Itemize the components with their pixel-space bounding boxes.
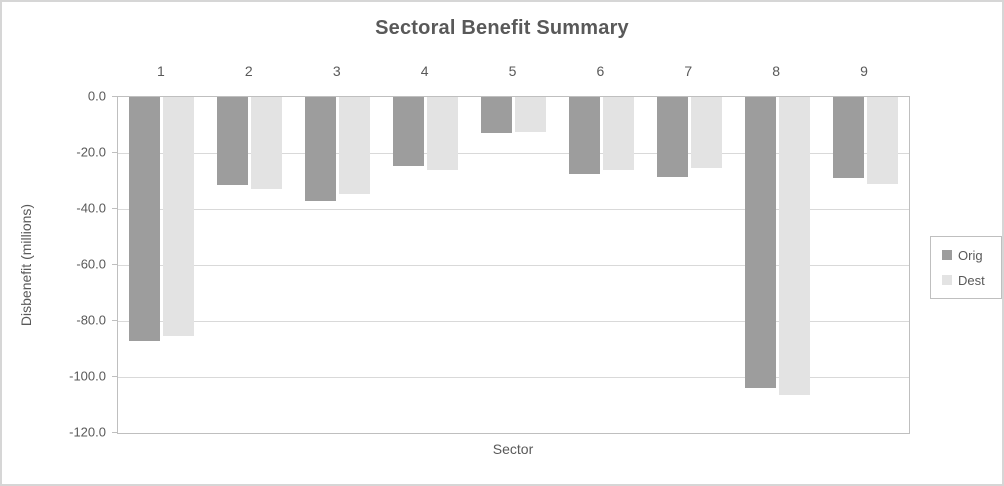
gridline bbox=[118, 321, 909, 322]
category-label-2: 2 bbox=[244, 63, 253, 79]
bar-sector8-dest bbox=[778, 97, 810, 396]
y-tick-mark bbox=[112, 320, 117, 321]
category-label-1: 1 bbox=[157, 63, 165, 79]
y-tick-mark bbox=[112, 208, 117, 209]
legend-label-dest: Dest bbox=[958, 272, 985, 288]
y-tick-mark bbox=[112, 376, 117, 377]
y-tick-label: 0.0 bbox=[87, 88, 106, 104]
bar-sector3-orig bbox=[305, 97, 337, 201]
category-label-7: 7 bbox=[684, 63, 693, 79]
bar-sector1-dest bbox=[163, 97, 195, 337]
y-tick-mark bbox=[112, 152, 117, 153]
bar-sector4-orig bbox=[393, 97, 425, 166]
bar-sector2-orig bbox=[217, 97, 249, 186]
bar-sector7-dest bbox=[690, 97, 722, 169]
legend-item-dest: Dest bbox=[942, 273, 1001, 288]
y-tick-mark bbox=[112, 96, 117, 97]
y-tick-mark bbox=[112, 264, 117, 265]
y-tick-label: -100.0 bbox=[69, 368, 106, 384]
y-axis-tick-labels: 0.0 -20.0 -40.0 -60.0 -80.0 -100.0 -120.0 bbox=[2, 89, 106, 440]
chart-title: Sectoral Benefit Summary bbox=[375, 17, 629, 39]
bar-sector5-dest bbox=[515, 97, 546, 132]
category-label-9: 9 bbox=[860, 63, 868, 79]
x-axis-title: Sector bbox=[492, 441, 534, 457]
bar-sector8-orig bbox=[744, 97, 776, 389]
y-tick-label: -60.0 bbox=[76, 256, 106, 272]
bar-sector7-orig bbox=[656, 97, 688, 177]
bar-sector6-orig bbox=[568, 97, 600, 174]
y-tick-label: -80.0 bbox=[76, 312, 106, 328]
category-label-3: 3 bbox=[332, 63, 341, 79]
x-axis-category-labels: 1 2 3 4 5 6 7 8 9 bbox=[117, 63, 910, 83]
category-label-8: 8 bbox=[772, 63, 781, 79]
dest-series-swatch-icon bbox=[942, 275, 952, 285]
category-label-4: 4 bbox=[420, 63, 429, 79]
bar-sector6-dest bbox=[602, 97, 634, 170]
bar-sector3-dest bbox=[339, 97, 371, 194]
bar-sector4-dest bbox=[427, 97, 459, 170]
bar-sector9-orig bbox=[832, 97, 864, 179]
y-tick-label: -40.0 bbox=[76, 200, 106, 216]
gridline bbox=[118, 209, 909, 210]
category-label-6: 6 bbox=[596, 63, 605, 79]
gridline bbox=[118, 265, 909, 266]
legend-label-orig: Orig bbox=[958, 247, 983, 263]
bar-sector5-orig bbox=[481, 97, 512, 134]
plot-area bbox=[117, 96, 910, 434]
bar-sector9-dest bbox=[866, 97, 898, 184]
legend: Orig Dest bbox=[930, 236, 1002, 299]
bar-sector2-dest bbox=[251, 97, 283, 190]
y-tick-label: -20.0 bbox=[76, 144, 106, 160]
category-label-5: 5 bbox=[508, 63, 517, 79]
y-tick-mark bbox=[112, 432, 117, 433]
gridline bbox=[118, 377, 909, 378]
y-tick-label: -120.0 bbox=[69, 424, 106, 440]
y-axis-title: Disbenefit (millions) bbox=[18, 203, 34, 327]
gridline bbox=[118, 153, 909, 154]
bar-sector1-orig bbox=[129, 97, 161, 341]
legend-item-orig: Orig bbox=[942, 248, 1001, 263]
orig-series-swatch-icon bbox=[942, 250, 952, 260]
